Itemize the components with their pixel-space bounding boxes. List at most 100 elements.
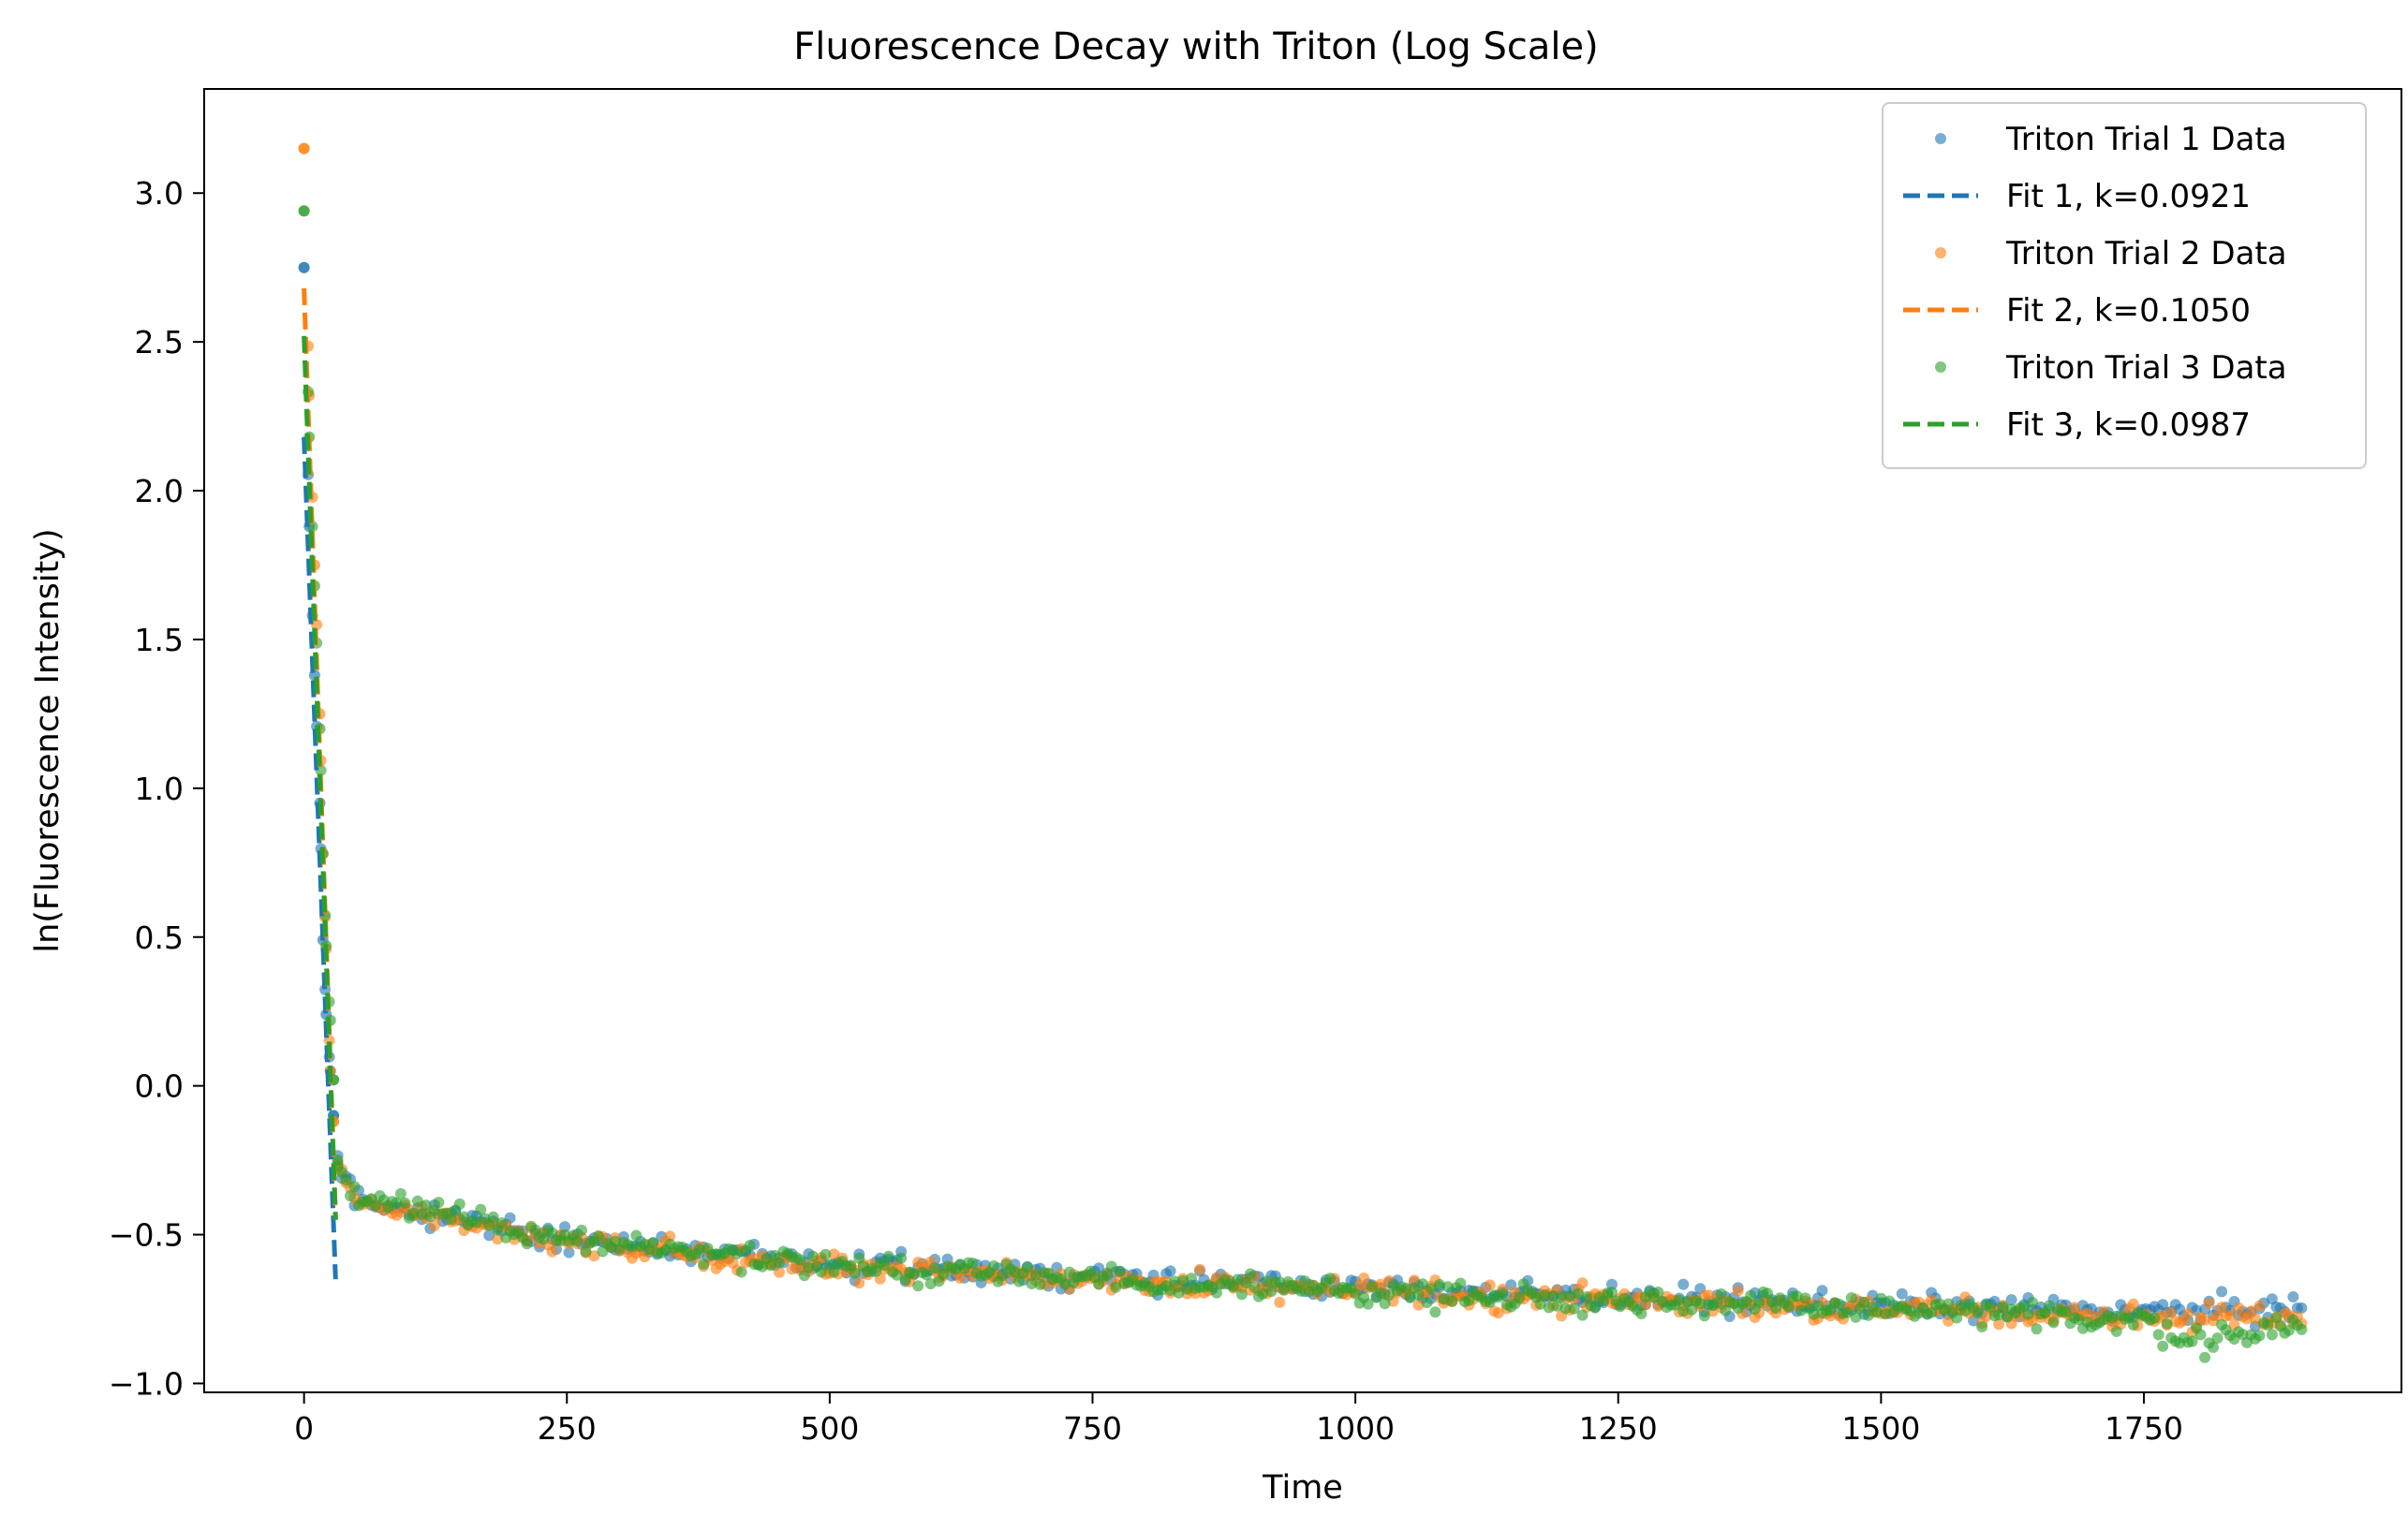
data-point: [1997, 1301, 2009, 1313]
data-point: [806, 1250, 819, 1262]
x-tick-label: 1750: [2105, 1410, 2183, 1447]
x-tick-label: 500: [800, 1410, 859, 1447]
data-point: [1294, 1285, 1307, 1297]
data-point: [2031, 1323, 2043, 1335]
data-point: [1063, 1266, 1075, 1278]
data-point: [1816, 1285, 1828, 1297]
axes-layer: 0 250 500 750 1000 1250 1500 1750 −1.0 −0.5 0.0 0.5…: [109, 88, 2402, 1447]
data-point: [1976, 1321, 1988, 1332]
data-point: [1274, 1296, 1286, 1308]
data-point: [1589, 1302, 1602, 1314]
data-point: [2165, 1306, 2178, 1318]
legend-label: Triton Trial 1 Data: [2005, 121, 2287, 158]
data-point: [2005, 1294, 2017, 1306]
data-point: [1782, 1301, 1795, 1312]
data-point: [1186, 1273, 1197, 1285]
data-point: [1677, 1278, 1690, 1290]
data-point: [815, 1266, 827, 1278]
data-point: [348, 1181, 361, 1193]
data-point: [1455, 1277, 1467, 1289]
data-point: [1686, 1303, 1698, 1316]
series-3-points: [298, 205, 2308, 1363]
data-point: [1248, 1281, 1261, 1293]
data-point: [2161, 1317, 2173, 1330]
data-point: [1484, 1279, 1496, 1291]
data-point: [1101, 1270, 1114, 1281]
legend-marker: [1935, 361, 1946, 373]
data-point: [1753, 1297, 1765, 1309]
data-point: [1694, 1298, 1706, 1310]
data-point: [1412, 1299, 1425, 1311]
y-tick-label: 2.0: [135, 473, 184, 509]
data-point: [2127, 1319, 2139, 1331]
data-point: [2022, 1308, 2034, 1320]
data-point: [1105, 1260, 1117, 1273]
data-point: [1463, 1294, 1475, 1306]
data-point: [2296, 1323, 2308, 1335]
x-axis-label: Time: [1262, 1469, 1343, 1507]
data-point: [744, 1240, 756, 1252]
data-point: [2253, 1300, 2266, 1312]
data-point: [571, 1235, 584, 1247]
data-point: [391, 1197, 403, 1209]
data-point: [453, 1198, 465, 1210]
data-point: [849, 1267, 861, 1279]
data-point: [1265, 1286, 1278, 1298]
data-point: [1795, 1304, 1808, 1317]
data-point: [475, 1203, 487, 1215]
data-point: [546, 1245, 558, 1258]
data-point: [487, 1211, 499, 1223]
data-point: [1169, 1275, 1181, 1287]
legend-item: Fit 3, k=0.0987: [1903, 406, 2251, 444]
y-axis-label: ln(Fluorescence Intensity): [29, 528, 66, 952]
legend-marker: [1935, 247, 1946, 258]
data-point: [2287, 1291, 2299, 1302]
data-point: [2296, 1302, 2308, 1314]
legend-label: Triton Trial 3 Data: [2005, 349, 2287, 387]
data-point: [2203, 1298, 2215, 1309]
data-point: [2186, 1335, 2198, 1347]
data-point: [988, 1260, 999, 1272]
data-point: [1009, 1266, 1021, 1278]
plot-area: [298, 142, 2308, 1363]
data-point: [757, 1260, 768, 1273]
data-point: [1350, 1287, 1362, 1300]
data-point: [1850, 1311, 1862, 1323]
legend-label: Fit 2, k=0.1050: [2006, 292, 2251, 330]
data-point: [698, 1258, 710, 1271]
data-point: [1400, 1282, 1411, 1294]
legend-item: Triton Trial 1 Data: [1935, 121, 2287, 158]
data-point: [1324, 1273, 1337, 1285]
legend-marker: [1935, 133, 1946, 144]
data-point: [1745, 1289, 1757, 1302]
data-point: [1884, 1295, 1896, 1307]
data-point: [1026, 1277, 1038, 1289]
y-tick-label: −1.0: [109, 1365, 184, 1402]
data-point: [2211, 1310, 2223, 1322]
data-point: [1441, 1281, 1454, 1293]
data-point: [1576, 1277, 1588, 1289]
data-point: [2152, 1329, 2164, 1341]
data-point: [1514, 1291, 1526, 1303]
data-point: [735, 1266, 747, 1278]
data-point: [1720, 1304, 1732, 1317]
data-point: [2047, 1317, 2060, 1329]
data-point: [345, 1190, 356, 1202]
data-point: [853, 1277, 865, 1289]
data-point: [298, 261, 310, 273]
data-point: [592, 1229, 604, 1242]
data-point: [2216, 1286, 2228, 1298]
data-point: [924, 1278, 937, 1289]
data-point: [1421, 1297, 1433, 1309]
data-point: [1425, 1283, 1437, 1295]
data-point: [879, 1259, 891, 1272]
data-point: [470, 1216, 482, 1228]
data-point: [1581, 1291, 1593, 1302]
data-point: [1635, 1308, 1647, 1319]
data-point: [2208, 1341, 2220, 1353]
data-point: [1358, 1273, 1370, 1284]
y-tick-label: −0.5: [109, 1217, 184, 1254]
x-tick-label: 1000: [1316, 1410, 1395, 1447]
data-point: [1257, 1287, 1269, 1300]
